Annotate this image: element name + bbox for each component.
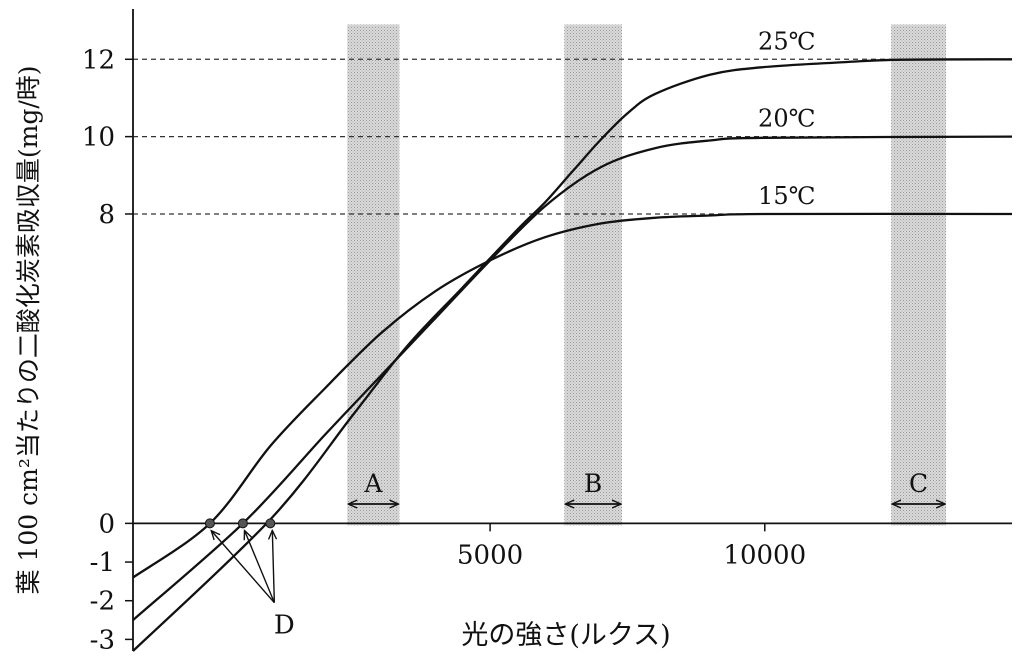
- compensation-point-2: [237, 518, 248, 529]
- series-label-15c: 15℃: [758, 182, 815, 210]
- compensation-point-1: [204, 518, 215, 529]
- y-tick-label-10: 10: [82, 123, 115, 153]
- compensation-arrow-3: [272, 531, 274, 603]
- y-tick-label-12: 12: [82, 45, 115, 75]
- y-tick-label--1: -1: [90, 548, 115, 578]
- compensation-point-3: [265, 518, 276, 529]
- series-label-20c: 20℃: [758, 105, 815, 133]
- band-label-a: A: [363, 469, 383, 498]
- annotations: A B C D: [204, 469, 944, 641]
- band-c: [891, 24, 947, 526]
- x-tick-label-5000: 5000: [457, 540, 523, 570]
- band-label-b: B: [584, 469, 602, 498]
- x-tick-label-10000: 10000: [723, 540, 806, 570]
- series-label-25c: 25℃: [758, 27, 815, 55]
- y-tick-label-0: 0: [98, 509, 115, 539]
- series-layer: 25℃ 20℃ 15℃: [132, 27, 1013, 652]
- y-tick-label--2: -2: [90, 587, 115, 617]
- y-tick-label-8: 8: [98, 200, 115, 230]
- compensation-label: D: [274, 611, 295, 641]
- bands-layer: [347, 24, 947, 526]
- ticks: 12 10 8 0 -1 -2 -3 5000 10000: [82, 45, 806, 655]
- compensation-arrow-2: [245, 531, 275, 603]
- x-axis-label: 光の強さ(ルクス): [461, 620, 670, 651]
- band-a: [347, 24, 400, 526]
- compensation-arrow-1: [212, 531, 275, 604]
- band-b: [564, 24, 622, 526]
- axes: [132, 9, 1012, 651]
- series-line-25c: [132, 58, 1013, 652]
- series-line-20c: [132, 135, 1013, 621]
- y-axis-label: 葉 100 cm²当たりの二酸化炭素吸収量(mg/時): [14, 66, 43, 595]
- series-line-15c: [132, 212, 1013, 579]
- y-tick-label--3: -3: [90, 625, 115, 655]
- band-label-c: C: [909, 469, 928, 498]
